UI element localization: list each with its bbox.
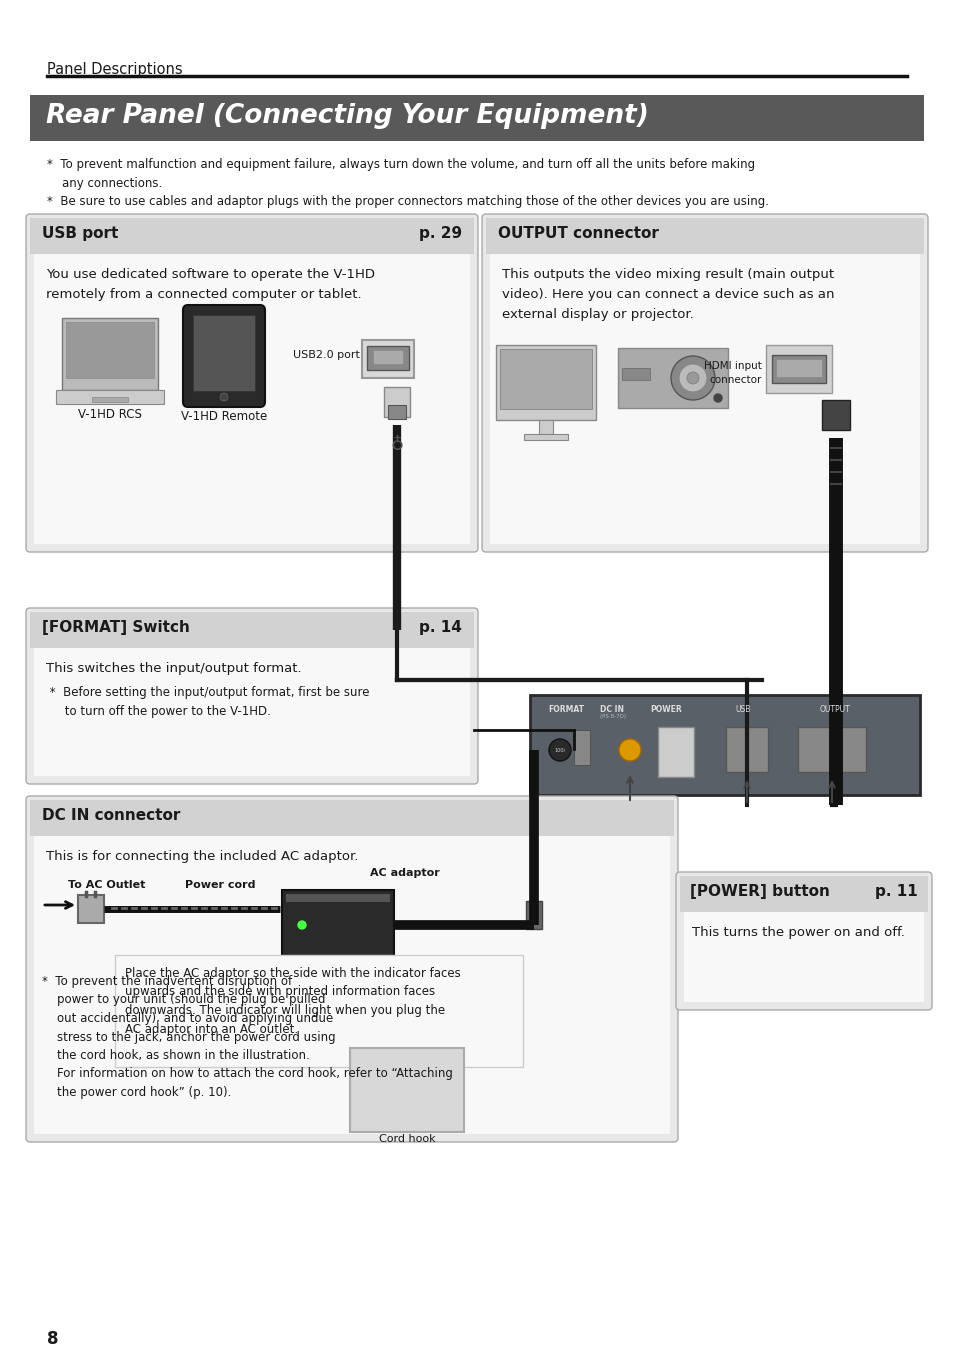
Text: connector: connector — [709, 375, 761, 385]
Bar — [34, 649, 470, 776]
Circle shape — [220, 393, 228, 401]
FancyBboxPatch shape — [26, 214, 477, 552]
Bar — [683, 913, 923, 1002]
Bar — [78, 895, 104, 923]
Text: AC adaptor: AC adaptor — [370, 868, 439, 877]
Text: POWER: POWER — [649, 705, 681, 714]
Bar — [91, 397, 128, 402]
Text: *  To prevent the inadvertent disruption of
    power to your unit (should the p: * To prevent the inadvertent disruption … — [42, 975, 453, 1099]
Bar — [350, 1048, 463, 1132]
Bar — [115, 955, 522, 1067]
Bar — [679, 876, 927, 913]
Text: p. 11: p. 11 — [874, 884, 917, 899]
Text: USB port: USB port — [42, 226, 118, 241]
Bar — [384, 387, 410, 417]
Text: This is for connecting the included AC adaptor.: This is for connecting the included AC a… — [46, 850, 358, 862]
Text: *  Be sure to use cables and adaptor plugs with the proper connectors matching t: * Be sure to use cables and adaptor plug… — [47, 195, 768, 209]
Bar — [34, 835, 669, 1135]
Circle shape — [686, 372, 699, 385]
Text: This outputs the video mixing result (main output
video). Here you can connect a: This outputs the video mixing result (ma… — [501, 268, 834, 321]
Bar — [286, 894, 390, 902]
Text: V-1HD Remote: V-1HD Remote — [181, 410, 267, 422]
Text: 8: 8 — [47, 1330, 58, 1349]
Bar — [30, 218, 474, 255]
Circle shape — [297, 921, 306, 929]
Bar — [30, 95, 923, 141]
Text: DC IN: DC IN — [599, 705, 623, 714]
Text: USB: USB — [735, 705, 750, 714]
Text: Place the AC adaptor so the side with the indicator faces
upwards and the side w: Place the AC adaptor so the side with th… — [125, 967, 460, 1036]
Text: HDMI input: HDMI input — [703, 362, 761, 371]
Bar — [499, 349, 592, 409]
Bar — [523, 435, 567, 440]
Bar — [34, 255, 470, 544]
Bar — [538, 420, 553, 435]
Circle shape — [713, 394, 721, 402]
Bar — [56, 390, 164, 403]
Text: This turns the power on and off.: This turns the power on and off. — [691, 926, 904, 940]
Bar — [771, 355, 825, 383]
FancyBboxPatch shape — [481, 214, 927, 552]
Text: OUTPUT: OUTPUT — [819, 705, 849, 714]
Text: Panel Descriptions: Panel Descriptions — [47, 62, 182, 77]
FancyBboxPatch shape — [26, 608, 477, 784]
Text: p. 29: p. 29 — [418, 226, 461, 241]
Text: FORMAT: FORMAT — [547, 705, 583, 714]
Bar — [530, 695, 919, 795]
Circle shape — [670, 356, 714, 399]
Text: *  To prevent malfunction and equipment failure, always turn down the volume, an: * To prevent malfunction and equipment f… — [47, 158, 755, 190]
Bar — [496, 345, 596, 420]
FancyBboxPatch shape — [26, 796, 678, 1141]
Text: p. 14: p. 14 — [418, 620, 461, 635]
Text: To AC Outlet: To AC Outlet — [68, 880, 145, 890]
Bar — [821, 399, 849, 431]
Text: (PS 8-7D): (PS 8-7D) — [599, 714, 625, 719]
Text: OUTPUT connector: OUTPUT connector — [497, 226, 659, 241]
Bar — [485, 218, 923, 255]
Bar — [797, 727, 865, 772]
Text: Power cord: Power cord — [185, 880, 255, 890]
Bar — [574, 730, 589, 765]
Bar — [388, 405, 406, 418]
Circle shape — [618, 739, 640, 761]
Bar — [621, 368, 649, 380]
Bar — [775, 359, 821, 376]
Text: *  Before setting the input/output format, first be sure
     to turn off the po: * Before setting the input/output format… — [46, 686, 369, 718]
Text: DC IN connector: DC IN connector — [42, 808, 180, 823]
Bar — [525, 900, 541, 929]
Text: This switches the input/output format.: This switches the input/output format. — [46, 662, 301, 676]
Bar — [618, 348, 727, 408]
Bar — [490, 255, 919, 544]
Text: ♁: ♁ — [390, 436, 403, 454]
Bar — [658, 727, 693, 777]
Text: Rear Panel (Connecting Your Equipment): Rear Panel (Connecting Your Equipment) — [46, 103, 648, 129]
Bar — [66, 322, 153, 378]
Bar — [361, 340, 414, 378]
FancyBboxPatch shape — [183, 305, 265, 408]
Circle shape — [679, 364, 706, 393]
Bar — [373, 349, 402, 364]
Bar — [30, 800, 673, 835]
Text: [POWER] button: [POWER] button — [689, 884, 829, 899]
Text: V-1HD RCS: V-1HD RCS — [78, 408, 142, 421]
Bar — [282, 890, 394, 960]
Bar — [62, 318, 158, 390]
Bar — [193, 315, 254, 391]
Bar — [765, 345, 831, 393]
Text: Cord hook: Cord hook — [378, 1135, 435, 1144]
Text: USB2.0 port: USB2.0 port — [293, 349, 359, 360]
Text: 100i: 100i — [554, 747, 565, 753]
FancyBboxPatch shape — [676, 872, 931, 1010]
Bar — [30, 612, 474, 649]
Circle shape — [548, 739, 571, 761]
Bar — [725, 727, 767, 772]
Text: You use dedicated software to operate the V-1HD
remotely from a connected comput: You use dedicated software to operate th… — [46, 268, 375, 301]
Bar — [367, 347, 409, 370]
Text: [FORMAT] Switch: [FORMAT] Switch — [42, 620, 190, 635]
